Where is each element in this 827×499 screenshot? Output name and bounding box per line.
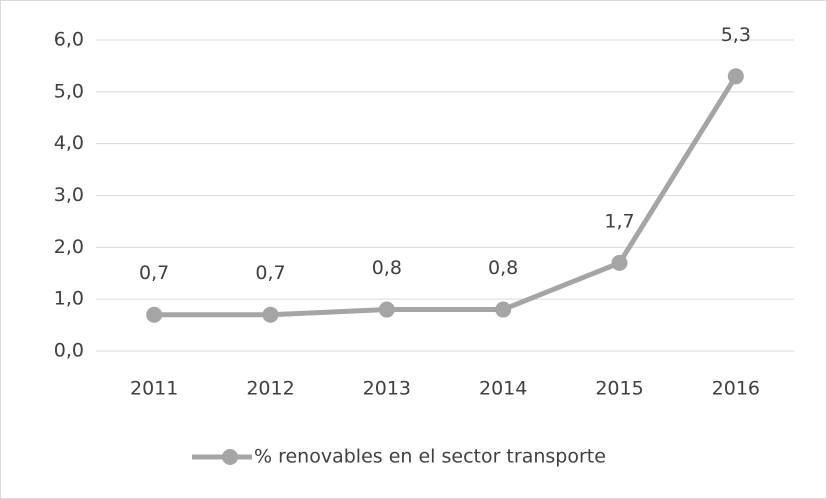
y-tick-label: 0,0 (54, 340, 84, 362)
x-tick-label: 2016 (712, 378, 760, 400)
data-point (378, 301, 395, 318)
data-point (495, 301, 512, 318)
x-tick-label: 2014 (479, 378, 527, 400)
x-tick-label: 2015 (595, 378, 643, 400)
data-label: 0,7 (255, 262, 285, 284)
y-tick-label: 6,0 (54, 29, 84, 51)
data-label: 0,8 (372, 257, 402, 279)
data-point (146, 306, 163, 323)
x-tick-label: 2012 (246, 378, 294, 400)
x-tick-label: 2013 (363, 378, 411, 400)
data-label: 0,7 (139, 262, 169, 284)
data-label: 1,7 (604, 210, 634, 232)
y-tick-label: 3,0 (54, 184, 84, 206)
y-tick-label: 2,0 (54, 236, 84, 258)
legend-marker (222, 449, 238, 465)
legend-label: % renovables en el sector transporte (254, 446, 606, 468)
x-tick-label: 2011 (130, 378, 178, 400)
y-tick-label: 5,0 (54, 80, 84, 102)
series-line (154, 74, 738, 318)
data-point (727, 68, 744, 85)
data-label: 0,8 (488, 257, 518, 279)
data-label: 5,3 (721, 24, 751, 46)
y-tick-label: 4,0 (54, 132, 84, 154)
data-point (611, 254, 628, 271)
y-tick-label: 1,0 (54, 288, 84, 310)
data-point (262, 306, 279, 323)
